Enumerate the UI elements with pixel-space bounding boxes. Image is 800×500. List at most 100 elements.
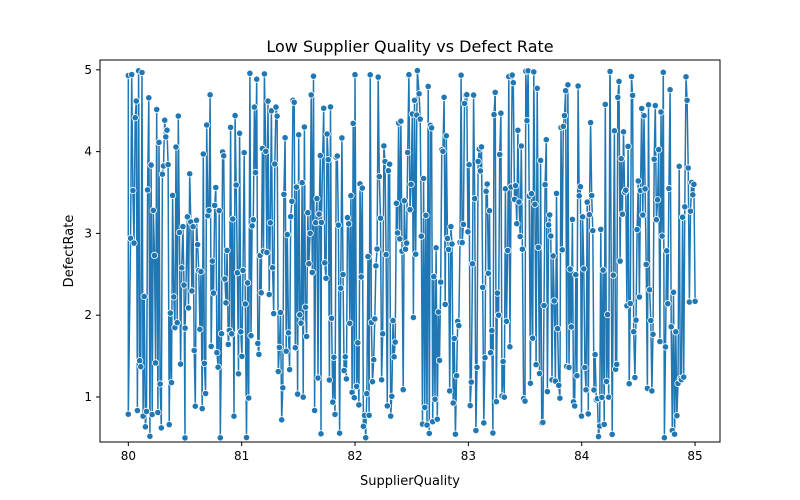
data-point [230,412,238,420]
data-point [463,91,471,99]
data-point [213,348,221,357]
data-point [608,430,616,438]
data-point [493,289,501,297]
data-point [423,421,431,429]
data-point [553,325,562,333]
data-point [581,363,589,372]
data-point [513,220,521,228]
data-point [609,271,617,279]
data-point [598,393,606,401]
data-point [384,167,392,175]
data-point [211,201,219,209]
data-point [425,429,433,437]
data-point [146,432,154,440]
data-point [383,402,391,410]
data-point [558,246,566,254]
data-point [479,283,487,291]
data-point [272,103,280,111]
data-point [391,338,399,346]
data-point [128,71,136,79]
data-point [300,123,308,131]
data-point [490,111,498,119]
data-point [625,380,633,388]
data-point [412,250,420,258]
data-point [387,412,395,420]
data-point [540,301,548,310]
data-point [214,363,222,371]
data-point [248,222,256,230]
x-tick-label: 85 [687,449,702,463]
data-point [280,190,288,198]
data-point [397,117,405,125]
data-point [573,372,581,380]
data-point [549,252,557,260]
data-point [197,267,205,276]
data-point [203,121,211,129]
data-point [499,357,507,366]
data-point [561,87,570,95]
data-point [649,330,657,338]
data-point [658,232,666,240]
data-point [155,138,163,146]
data-point [613,360,621,368]
data-point [663,247,671,255]
data-point [227,123,235,132]
data-point [331,410,339,418]
data-point [183,213,191,221]
data-point [407,180,415,188]
data-point [181,324,189,332]
data-point [517,142,525,150]
data-point [326,103,335,111]
data-point [440,93,448,101]
data-point [345,220,353,228]
data-point [237,328,245,336]
data-point [392,199,400,207]
x-tick-label: 81 [234,449,249,463]
data-point [192,216,201,224]
data-point [388,392,396,400]
data-point [535,369,544,378]
data-point [547,232,555,240]
data-point [524,67,532,75]
data-point [586,119,595,127]
data-point [477,143,486,151]
data-point [402,239,411,247]
data-point [516,232,524,241]
data-point [435,356,444,364]
data-point [400,197,408,205]
data-point [483,180,491,188]
data-point [680,373,688,381]
data-point [124,410,132,418]
data-point [469,91,478,99]
data-point [686,207,695,215]
data-point [270,309,278,318]
data-point [417,232,425,240]
data-point [521,397,529,405]
data-point [244,279,252,287]
data-point [127,234,135,242]
y-tick-label: 1 [84,390,92,404]
data-point [262,147,270,155]
data-point [167,378,176,387]
data-point [401,245,410,253]
data-point [196,325,204,333]
data-point [316,152,324,160]
data-point [488,326,496,335]
data-point [293,390,302,398]
data-point [550,297,558,305]
data-point [324,156,332,164]
data-point [358,184,366,192]
data-point [317,218,325,226]
data-point [161,116,169,124]
data-point [343,214,352,222]
data-point [228,330,236,338]
data-point [231,112,239,120]
data-point [257,289,265,297]
data-point [191,402,199,410]
data-point [601,100,609,109]
data-point [173,319,181,327]
data-point [179,223,187,231]
data-point [664,300,672,308]
data-point [301,303,310,311]
data-point [618,210,627,218]
